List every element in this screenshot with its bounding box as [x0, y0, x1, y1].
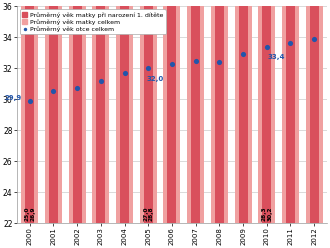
Bar [187, 109, 204, 223]
Bar [25, 0, 34, 223]
Bar [73, 163, 82, 223]
Bar [144, 146, 153, 223]
Text: 33,4: 33,4 [268, 54, 285, 61]
Bar [73, 0, 82, 223]
Bar [140, 0, 157, 223]
Bar [306, 90, 323, 223]
Point [75, 86, 80, 90]
Bar [286, 0, 295, 223]
Bar [191, 135, 200, 223]
Point [193, 59, 198, 62]
Bar [306, 0, 323, 223]
Bar [310, 116, 319, 223]
Point [51, 90, 56, 93]
Bar [239, 0, 248, 223]
Bar [187, 0, 204, 223]
Bar [163, 0, 181, 223]
Text: 32,0: 32,0 [147, 76, 164, 82]
Bar [262, 0, 271, 223]
Bar [69, 133, 86, 223]
Bar [92, 127, 109, 223]
Point [312, 37, 317, 41]
Bar [140, 118, 157, 223]
Bar [96, 0, 105, 223]
Text: 28,3: 28,3 [262, 206, 267, 221]
Legend: Průměrný věk matky při narození 1. dítěte, Průměrný věk matky celkem, Průměrný v: Průměrný věk matky při narození 1. dítět… [20, 9, 166, 34]
Point [27, 99, 32, 103]
Point [146, 66, 151, 70]
Text: 30,2: 30,2 [267, 206, 272, 221]
Bar [211, 104, 228, 223]
Bar [144, 0, 153, 223]
Bar [49, 171, 58, 223]
Point [264, 45, 269, 49]
Bar [92, 0, 109, 223]
Point [169, 62, 175, 65]
Bar [69, 0, 86, 223]
Bar [235, 99, 251, 223]
Bar [282, 93, 299, 223]
Bar [120, 0, 129, 223]
Text: 26,9: 26,9 [30, 206, 35, 221]
Bar [163, 113, 181, 223]
Bar [116, 0, 133, 223]
Text: 28,8: 28,8 [149, 206, 154, 221]
Text: 27,0: 27,0 [143, 206, 148, 221]
Bar [211, 0, 228, 223]
Point [241, 52, 246, 56]
Bar [25, 177, 34, 223]
Text: 29,9: 29,9 [5, 95, 22, 101]
Bar [116, 123, 133, 223]
Bar [49, 0, 58, 223]
Bar [258, 0, 275, 223]
Bar [286, 123, 295, 223]
Bar [191, 0, 200, 223]
Point [288, 41, 293, 45]
Bar [21, 0, 38, 223]
Bar [167, 0, 177, 223]
Point [217, 60, 222, 64]
Bar [310, 0, 319, 223]
Bar [235, 0, 251, 223]
Point [98, 79, 104, 83]
Bar [96, 156, 105, 223]
Bar [45, 140, 62, 223]
Bar [282, 0, 299, 223]
Text: 25,0: 25,0 [25, 206, 30, 221]
Bar [21, 147, 38, 223]
Point [122, 71, 127, 75]
Bar [215, 0, 224, 223]
Bar [215, 130, 224, 223]
Bar [262, 125, 271, 223]
Bar [120, 149, 129, 223]
Bar [258, 96, 275, 223]
Bar [167, 138, 177, 223]
Bar [239, 127, 248, 223]
Bar [45, 0, 62, 223]
